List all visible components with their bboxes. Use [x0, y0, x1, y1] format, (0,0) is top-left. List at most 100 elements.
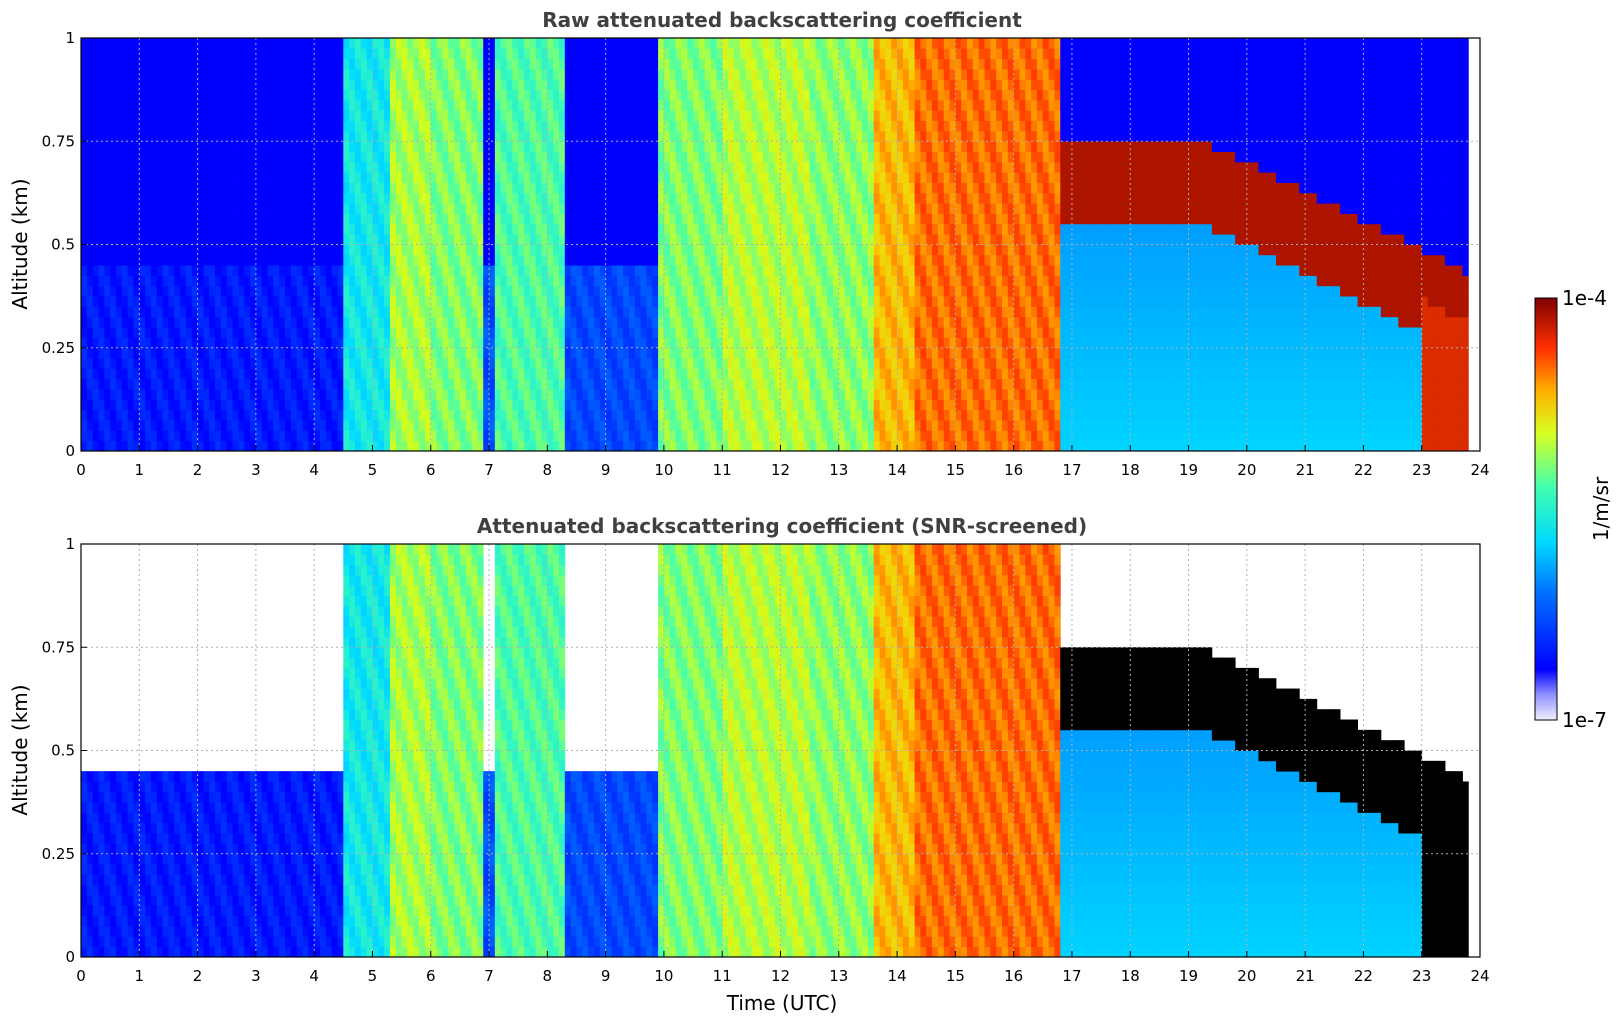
heatmap-cell — [442, 130, 449, 142]
heatmap-cell — [191, 172, 198, 183]
heatmap-cell — [133, 296, 140, 307]
heatmap-cell — [786, 68, 793, 80]
heatmap-cell — [640, 389, 647, 400]
heatmap-cell — [704, 378, 711, 390]
heatmap-cell — [389, 378, 397, 390]
heatmap-cell — [139, 327, 146, 338]
heatmap-cell — [768, 327, 776, 338]
heatmap-cell — [768, 275, 776, 287]
heatmap-cell — [343, 203, 350, 214]
heatmap-cell — [698, 347, 706, 359]
heatmap-cell — [308, 172, 315, 183]
heatmap-cell — [576, 409, 583, 421]
heatmap-cell — [739, 48, 746, 60]
heatmap-cell — [803, 141, 811, 152]
heatmap-cell — [693, 420, 700, 431]
heatmap-cell — [290, 99, 298, 111]
heatmap-cell — [267, 172, 274, 183]
heatmap-cell — [448, 254, 455, 266]
heatmap-cell — [471, 151, 478, 163]
heatmap-cell — [483, 316, 490, 328]
heatmap-cell — [599, 110, 607, 121]
heatmap-cell — [430, 130, 437, 142]
heatmap-cell — [285, 130, 292, 142]
heatmap-cell — [710, 48, 717, 60]
heatmap-cell — [337, 68, 344, 80]
heatmap-cell — [150, 420, 158, 431]
heatmap-cell — [430, 38, 437, 49]
heatmap-cell — [553, 151, 560, 163]
heatmap-cell — [203, 161, 210, 173]
heatmap-cell — [255, 38, 263, 49]
heatmap-cell — [401, 347, 408, 359]
heatmap-cell — [180, 265, 187, 276]
heatmap-cell — [191, 234, 198, 245]
heatmap-cell — [611, 378, 618, 390]
heatmap-cell — [739, 79, 746, 91]
heatmap-cell — [220, 110, 228, 121]
heatmap-cell — [389, 151, 397, 163]
heatmap-cell — [751, 151, 758, 163]
heatmap-cell — [378, 38, 385, 49]
heatmap-cell — [448, 89, 455, 101]
heatmap-cell — [477, 38, 484, 49]
heatmap-cell — [354, 99, 362, 111]
heatmap-cell — [786, 141, 793, 152]
heatmap-cell — [768, 378, 776, 390]
heatmap-cell — [733, 358, 741, 369]
heatmap-cell — [180, 192, 187, 204]
heatmap-cell — [238, 110, 245, 121]
heatmap-cell — [640, 58, 647, 70]
heatmap-cell — [658, 399, 665, 411]
heatmap-cell — [698, 285, 706, 297]
heatmap-cell — [133, 234, 140, 245]
heatmap-cell — [261, 151, 268, 163]
heatmap-cell — [366, 409, 373, 421]
heatmap-cell — [384, 192, 391, 204]
heatmap-cell — [325, 440, 333, 452]
heatmap-cell — [716, 192, 723, 204]
heatmap-cell — [133, 110, 140, 121]
heatmap-cell — [314, 203, 321, 214]
heatmap-cell — [547, 203, 554, 214]
heatmap-cell — [739, 420, 746, 431]
heatmap-cell — [215, 265, 222, 276]
heatmap-cell — [121, 38, 129, 49]
heatmap-cell — [728, 79, 735, 91]
heatmap-cell — [215, 285, 222, 297]
heatmap-cell — [325, 409, 333, 421]
heatmap-cell — [401, 409, 408, 421]
heatmap-cell — [296, 316, 303, 328]
heatmap-cell — [92, 378, 99, 390]
heatmap-cell — [442, 244, 449, 256]
heatmap-cell — [605, 223, 612, 235]
heatmap-cell — [792, 141, 799, 152]
heatmap-cell — [419, 265, 426, 276]
heatmap-cell — [401, 254, 408, 266]
heatmap-cell — [663, 306, 671, 318]
heatmap-cell — [588, 296, 595, 307]
heatmap-cell — [337, 347, 344, 359]
heatmap-cell — [524, 337, 531, 349]
heatmap-cell — [780, 172, 787, 183]
heatmap-cell — [290, 110, 298, 121]
heatmap-cell — [366, 378, 373, 390]
heatmap-cell — [529, 203, 537, 214]
heatmap-cell — [733, 399, 741, 411]
heatmap-cell — [156, 409, 164, 421]
heatmap-cell — [267, 368, 274, 380]
heatmap-cell — [273, 327, 280, 338]
heatmap-cell — [780, 223, 787, 235]
heatmap-cell — [698, 192, 706, 204]
heatmap-cell — [751, 68, 758, 80]
heatmap-cell — [261, 38, 268, 49]
heatmap-cell — [279, 79, 286, 91]
heatmap-cell — [372, 172, 379, 183]
heatmap-cell — [366, 99, 373, 111]
heatmap-cell — [757, 337, 764, 349]
heatmap-cell — [576, 130, 583, 142]
heatmap-cell — [704, 110, 711, 121]
heatmap-cell — [314, 48, 321, 60]
heatmap-cell — [547, 48, 554, 60]
heatmap-cell — [389, 440, 397, 452]
